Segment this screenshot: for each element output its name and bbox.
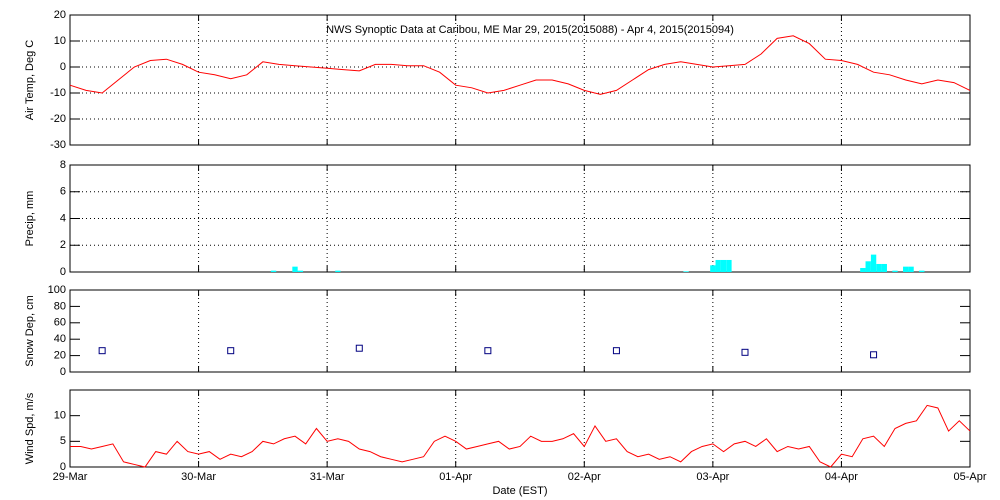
y-tick-label: 2 — [60, 239, 66, 251]
y-tick-label: 100 — [48, 284, 66, 296]
y-tick-label: 80 — [54, 300, 66, 312]
bar — [720, 259, 727, 272]
bar — [908, 266, 914, 272]
panel-frame — [69, 289, 971, 373]
y-tick-label: 20 — [54, 350, 66, 362]
chart-title: NWS Synoptic Data at Caribou, ME Mar 29,… — [326, 24, 734, 36]
x-tick-label: 05-Apr — [953, 471, 986, 483]
point — [227, 347, 235, 355]
x-tick-label: 02-Apr — [568, 471, 601, 483]
point — [98, 347, 106, 355]
point — [484, 347, 492, 355]
y-tick-label: 60 — [54, 317, 66, 329]
panel-frame — [69, 389, 971, 468]
y-tick-label: -10 — [50, 87, 66, 99]
y-axis-label: Snow Dep, cm — [24, 295, 36, 367]
x-tick-label: 30-Mar — [181, 471, 216, 483]
bar — [683, 271, 689, 272]
y-tick-label: 10 — [54, 35, 66, 47]
bar — [876, 263, 882, 272]
x-tick-label: 03-Apr — [696, 471, 729, 483]
bar — [726, 259, 732, 272]
bar — [903, 266, 909, 272]
bar — [335, 270, 341, 272]
y-tick-label: 0 — [60, 366, 66, 378]
bar — [297, 270, 304, 272]
y-axis-label: Precip, mm — [24, 191, 36, 247]
point — [870, 351, 878, 359]
y-tick-label: -20 — [50, 113, 66, 125]
y-tick-label: 8 — [60, 159, 66, 171]
bar — [919, 270, 925, 272]
y-axis-label: Air Temp, Deg C — [24, 40, 36, 121]
bar — [865, 261, 871, 272]
y-tick-label: 6 — [60, 186, 66, 198]
x-axis-label: Date (EST) — [492, 485, 547, 497]
bar — [710, 265, 716, 272]
y-tick-label: 20 — [54, 9, 66, 21]
bar — [715, 259, 721, 272]
data-line — [70, 404, 971, 468]
y-tick-label: 5 — [60, 435, 66, 447]
y-tick-label: -30 — [50, 139, 66, 151]
y-axis-label: Wind Spd, m/s — [24, 392, 36, 464]
x-tick-label: 04-Apr — [825, 471, 858, 483]
y-tick-label: 0 — [60, 61, 66, 73]
x-tick-label: 31-Mar — [310, 471, 345, 483]
bar — [881, 263, 887, 272]
x-tick-label: 01-Apr — [439, 471, 472, 483]
bar — [860, 267, 866, 272]
bar — [292, 266, 298, 272]
x-tick-label: 29-Mar — [53, 471, 88, 483]
point — [355, 344, 363, 352]
bar — [892, 270, 898, 272]
bar — [870, 254, 877, 272]
y-tick-label: 4 — [60, 212, 66, 224]
y-tick-label: 0 — [60, 461, 66, 473]
y-tick-label: 40 — [54, 333, 66, 345]
bar — [270, 270, 277, 272]
y-tick-label: 0 — [60, 266, 66, 278]
y-tick-label: 10 — [54, 410, 66, 422]
data-line — [69, 35, 971, 95]
point — [741, 348, 749, 356]
point — [612, 347, 620, 355]
